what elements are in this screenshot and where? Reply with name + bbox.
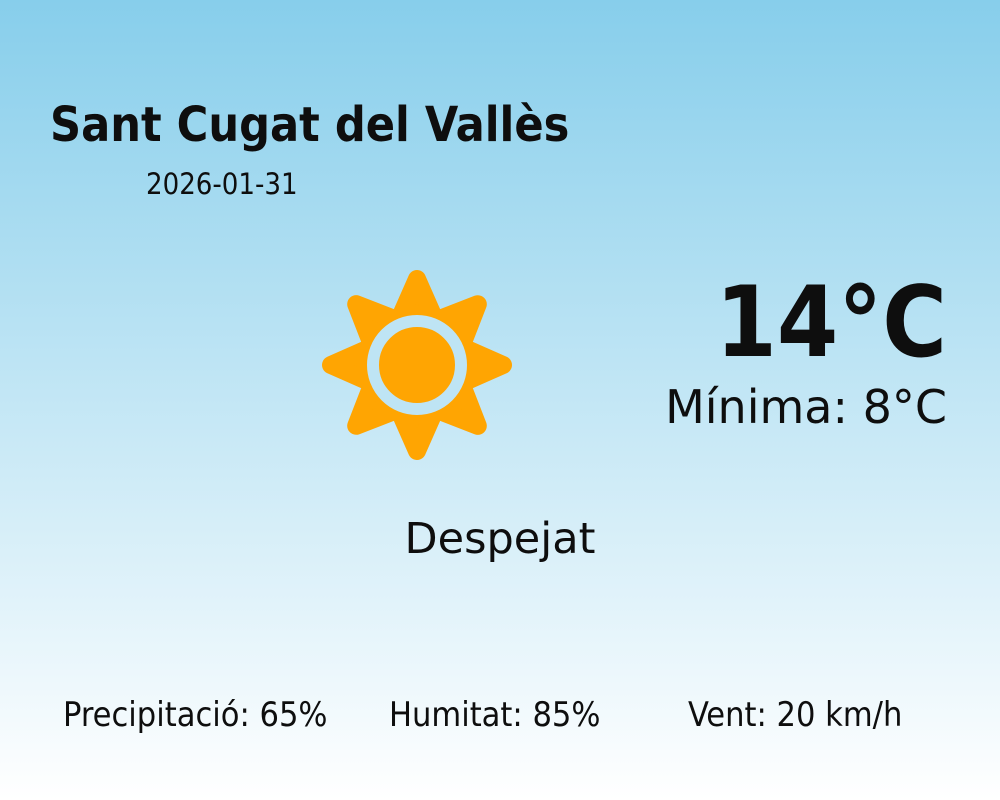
condition-text: Despejat xyxy=(404,514,596,564)
sun-icon xyxy=(322,270,512,460)
minimum-temperature: Mínima: 8°C xyxy=(665,380,947,434)
date-label: 2026-01-31 xyxy=(146,167,298,201)
wind-text: Vent: 20 km/h xyxy=(688,695,903,735)
precipitation-text: Precipitació: 65% xyxy=(63,695,328,735)
current-temperature: 14°C xyxy=(715,266,947,380)
location-title: Sant Cugat del Vallès xyxy=(50,97,570,153)
humidity-text: Humitat: 85% xyxy=(389,695,601,735)
sun-core xyxy=(367,315,467,415)
